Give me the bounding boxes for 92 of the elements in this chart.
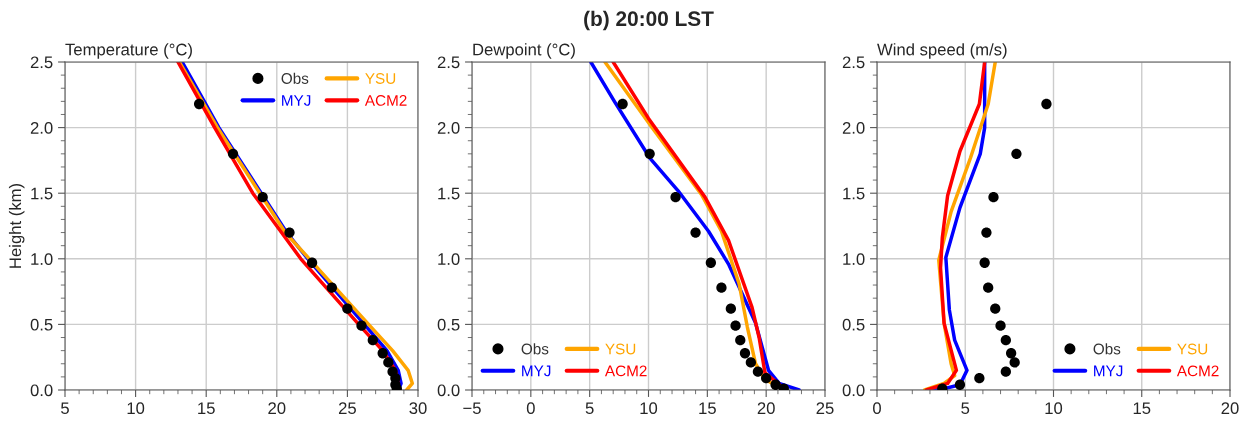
point bbox=[284, 227, 295, 238]
legend-label: MYJ bbox=[282, 95, 311, 106]
point bbox=[761, 373, 772, 384]
x-tick-label: 20 bbox=[757, 402, 775, 415]
point bbox=[1009, 357, 1020, 368]
legend-label: ACM2 bbox=[1176, 365, 1219, 377]
x-tick-label: 20 bbox=[1221, 402, 1239, 415]
legend-label: YSU bbox=[1177, 343, 1208, 355]
legend-label: YSU bbox=[365, 73, 396, 84]
point bbox=[227, 148, 239, 159]
y-tick-label: 2.5 bbox=[30, 56, 53, 69]
x-tick-label: 30 bbox=[409, 402, 427, 415]
x-tick-label: 25 bbox=[338, 402, 356, 415]
point bbox=[995, 320, 1006, 331]
point bbox=[974, 373, 985, 384]
point bbox=[745, 357, 757, 368]
point bbox=[752, 366, 764, 377]
point bbox=[356, 320, 367, 331]
y-tick-label: 2.0 bbox=[842, 122, 865, 134]
point bbox=[617, 98, 628, 110]
y-tick-label: 0.0 bbox=[30, 384, 53, 397]
point bbox=[1000, 334, 1011, 346]
legend-label: Obs bbox=[521, 343, 549, 355]
legend-label: ACM2 bbox=[604, 365, 647, 377]
y-axis-title: Height (km) bbox=[8, 183, 25, 268]
x-tick-label: 5 bbox=[961, 402, 970, 415]
point bbox=[1000, 366, 1011, 377]
legend-label: Obs bbox=[1093, 343, 1121, 355]
point bbox=[988, 191, 999, 203]
y-tick-label: 2.5 bbox=[842, 56, 865, 69]
point bbox=[735, 334, 746, 346]
point bbox=[1011, 148, 1022, 159]
point bbox=[983, 282, 994, 293]
x-tick-label: 5 bbox=[61, 402, 69, 415]
point bbox=[342, 303, 353, 314]
y-tick-label: 1.5 bbox=[843, 187, 865, 200]
point bbox=[257, 191, 268, 203]
y-tick-label: 2.0 bbox=[30, 122, 53, 134]
point bbox=[306, 257, 318, 268]
legend-label: Obs bbox=[281, 72, 309, 84]
y-tick-label: 1.0 bbox=[438, 253, 460, 265]
point bbox=[1041, 98, 1052, 110]
point bbox=[725, 303, 737, 314]
x-tick-label: 0 bbox=[526, 402, 535, 415]
point bbox=[670, 191, 681, 203]
point bbox=[716, 282, 727, 293]
x-tick-label: 10 bbox=[640, 402, 658, 415]
y-tick-label: 1.5 bbox=[31, 187, 53, 200]
x-tick-label: 20 bbox=[268, 402, 286, 415]
x-tick-label: 5 bbox=[585, 402, 594, 415]
point bbox=[954, 379, 966, 390]
x-axis-title: Temperature (°C) bbox=[65, 43, 192, 59]
x-axis-title: Wind speed (m/s) bbox=[877, 43, 1007, 59]
legend-label: MYJ bbox=[1094, 365, 1123, 377]
point bbox=[377, 348, 388, 359]
point bbox=[730, 320, 741, 331]
y-tick-label: 0.5 bbox=[437, 318, 460, 331]
point bbox=[1005, 348, 1017, 359]
point bbox=[770, 379, 781, 390]
x-axis-title: Dewpoint (°C) bbox=[473, 43, 575, 59]
legend-label: MYJ bbox=[522, 365, 551, 377]
x-tick-label: 15 bbox=[1133, 402, 1151, 415]
x-tick-label: 15 bbox=[699, 402, 716, 415]
x-tick-label: 15 bbox=[198, 402, 215, 415]
x-tick-label: 25 bbox=[816, 402, 834, 415]
x-tick-label: 0 bbox=[873, 402, 881, 415]
y-tick-label: 2.0 bbox=[437, 122, 460, 134]
x-tick-label: 10 bbox=[127, 402, 145, 415]
chart-title: (b) 20:00 LST bbox=[584, 10, 714, 31]
point bbox=[193, 98, 205, 110]
y-tick-label: 0.0 bbox=[842, 384, 865, 397]
point bbox=[990, 303, 1001, 314]
point bbox=[383, 357, 394, 368]
point bbox=[739, 348, 751, 359]
y-tick-label: 0.5 bbox=[842, 318, 865, 331]
x-tick-label: 10 bbox=[1045, 402, 1063, 415]
point bbox=[644, 148, 655, 159]
y-tick-label: 1.5 bbox=[438, 187, 460, 200]
y-tick-label: 1.0 bbox=[843, 253, 865, 265]
point bbox=[367, 334, 378, 346]
y-tick-label: 0.0 bbox=[437, 384, 460, 397]
point bbox=[326, 282, 338, 293]
legend-label: YSU bbox=[605, 343, 636, 355]
y-tick-label: 1.0 bbox=[31, 253, 53, 265]
point bbox=[981, 227, 992, 238]
legend-label: ACM2 bbox=[364, 94, 407, 106]
x-tick-label: −5 bbox=[463, 402, 481, 415]
point bbox=[979, 257, 990, 268]
y-tick-label: 0.5 bbox=[30, 318, 53, 331]
point bbox=[690, 227, 701, 238]
point bbox=[705, 257, 717, 268]
y-tick-label: 2.5 bbox=[437, 56, 460, 69]
